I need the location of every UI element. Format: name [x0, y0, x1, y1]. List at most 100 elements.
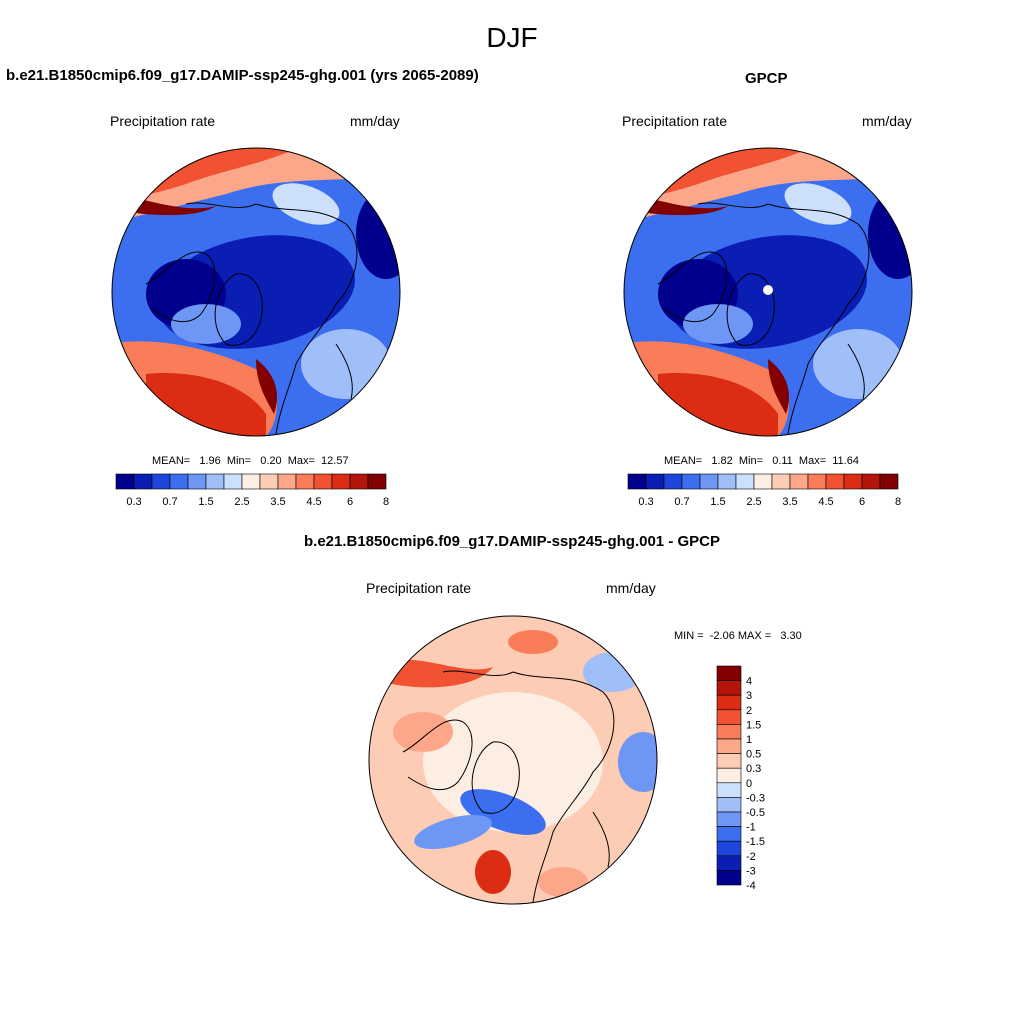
model-colorbar-swatch — [295, 473, 315, 490]
obs-stats: MEAN= 1.82 Min= 0.11 Max= 11.64 — [664, 455, 859, 467]
model-colorbar-swatch — [133, 473, 153, 490]
diff-field-labrador-dry — [414, 814, 492, 850]
obs-colorbar-tick: 3.5 — [782, 496, 797, 508]
diff-field-europe-dry — [618, 732, 657, 792]
model-coastlines — [145, 202, 358, 435]
obs-colorbar-tick: 8 — [895, 496, 901, 508]
model-field-bering-light — [272, 183, 340, 225]
model-colorbar-swatch — [223, 473, 243, 490]
model-colorbar-tick: 0.7 — [162, 496, 177, 508]
obs-colorbar-swatch — [807, 473, 827, 490]
model-map-border — [111, 147, 401, 437]
obs-colorbar-tick: 0.3 — [638, 496, 653, 508]
diff-variable-label: Precipitation rate — [366, 580, 472, 596]
diff-field-greenland-dry — [460, 789, 546, 835]
model-units-label: mm/day — [350, 113, 400, 129]
diff-field-canada-wet — [393, 712, 453, 752]
model-colorbar-tick: 4.5 — [306, 496, 321, 508]
obs-field-greenland-moderate — [683, 304, 753, 344]
obs-polar-map — [623, 147, 913, 437]
diff-colorbar-tick: 3 — [746, 690, 752, 702]
obs-colorbar-swatch — [843, 473, 863, 490]
diff-colorbar-swatch — [716, 811, 742, 827]
diff-colorbar-swatch — [716, 738, 742, 754]
model-colorbar-swatch — [241, 473, 261, 490]
model-colorbar-tick: 6 — [347, 496, 353, 508]
model-variable-label: Precipitation rate — [110, 113, 216, 129]
obs-map-border — [623, 147, 913, 437]
diff-colorbar-swatch — [716, 680, 742, 696]
obs-colorbar-tick: 2.5 — [746, 496, 761, 508]
obs-field-storm-track — [628, 194, 728, 216]
model-field-europe-moderate — [301, 329, 391, 399]
obs-field-bering-light — [784, 183, 852, 225]
model-colorbar-swatch — [205, 473, 225, 490]
model-colorbar-tick: 3.5 — [270, 496, 285, 508]
diff-colorbar-tick: 0 — [746, 778, 752, 790]
obs-colorbar-swatch — [879, 473, 899, 490]
obs-colorbar-tick: 6 — [859, 496, 865, 508]
diff-colorbar-swatch — [716, 665, 742, 681]
model-stats: MEAN= 1.96 Min= 0.20 Max= 12.57 — [152, 455, 349, 467]
obs-colorbar-swatch — [861, 473, 881, 490]
diff-stats: MIN = -2.06 MAX = 3.30 — [674, 630, 802, 642]
obs-colorbar-swatch — [645, 473, 665, 490]
diff-colorbar: 4 3 2 1.5 1 0.5 0.3 0 -0.3 -0.5 -1 -1.5 -2 -3 -4 — [716, 665, 765, 892]
model-panel-title: b.e21.B1850cmip6.f09_g17.DAMIP-ssp245-gh… — [6, 67, 479, 84]
diff-field-pacific-wet — [383, 659, 493, 688]
diff-colorbar-swatch — [716, 694, 742, 711]
diff-map-border — [368, 615, 658, 905]
model-colorbar-swatch — [151, 473, 171, 490]
diff-colorbar-tick: -3 — [746, 865, 756, 877]
diff-polar-map — [368, 615, 658, 905]
diff-colorbar-swatch — [716, 767, 742, 784]
diff-colorbar-swatch — [716, 753, 742, 769]
diff-colorbar-tick: 1 — [746, 734, 752, 746]
obs-variable-label: Precipitation rate — [622, 113, 728, 129]
obs-colorbar-swatch — [717, 473, 737, 490]
model-colorbar-swatch — [187, 473, 207, 490]
diff-field-north-atlantic-wet — [475, 850, 511, 894]
model-colorbar-swatch — [367, 473, 387, 490]
diff-colorbar-tick: 1.5 — [746, 719, 761, 731]
model-colorbar-tick: 8 — [383, 496, 389, 508]
obs-field-norway-coast — [768, 359, 789, 414]
diff-field-scandinavia-wet — [538, 867, 588, 897]
diff-colorbar-swatch — [716, 709, 742, 725]
obs-panel-title: GPCP — [745, 70, 788, 87]
model-colorbar-swatch — [169, 473, 189, 490]
obs-colorbar-tick: 0.7 — [674, 496, 689, 508]
obs-colorbar: 0.3 0.7 1.5 2.5 3.5 4.5 6 8 — [627, 473, 901, 508]
model-field-greenland-moderate — [171, 304, 241, 344]
diff-colorbar-swatch — [716, 797, 742, 813]
figure-title: DJF — [486, 22, 538, 53]
diff-field-bering-wet — [508, 630, 558, 654]
diff-colorbar-tick: 0.3 — [746, 763, 761, 775]
diff-colorbar-tick: -0.5 — [746, 807, 765, 819]
diff-colorbar-tick: -2 — [746, 851, 756, 863]
diff-colorbar-tick: -1 — [746, 822, 756, 834]
obs-coastlines — [657, 202, 870, 435]
model-colorbar-tick: 2.5 — [234, 496, 249, 508]
obs-colorbar-swatch — [699, 473, 719, 490]
diff-colorbar-tick: 2 — [746, 705, 752, 717]
model-field-storm-track — [116, 194, 216, 216]
diff-colorbar-swatch — [716, 855, 742, 871]
diff-colorbar-tick: -1.5 — [746, 836, 765, 848]
obs-colorbar-swatch — [771, 473, 791, 490]
diff-colorbar-swatch — [716, 782, 742, 798]
model-colorbar-tick: 1.5 — [198, 496, 213, 508]
obs-field-europe-moderate — [813, 329, 903, 399]
model-colorbar-swatch — [259, 473, 279, 490]
obs-colorbar-swatch — [627, 473, 647, 490]
obs-colorbar-tick: 4.5 — [818, 496, 833, 508]
diff-colorbar-tick: 0.5 — [746, 749, 761, 761]
obs-colorbar-tick: 1.5 — [710, 496, 725, 508]
obs-colorbar-swatch — [825, 473, 845, 490]
obs-units-label: mm/day — [862, 113, 912, 129]
obs-colorbar-swatch — [663, 473, 683, 490]
model-field-norway-coast — [256, 359, 277, 414]
model-polar-map — [111, 147, 401, 437]
obs-field-siberia-dry — [868, 189, 912, 279]
obs-pole-missing — [763, 285, 773, 295]
